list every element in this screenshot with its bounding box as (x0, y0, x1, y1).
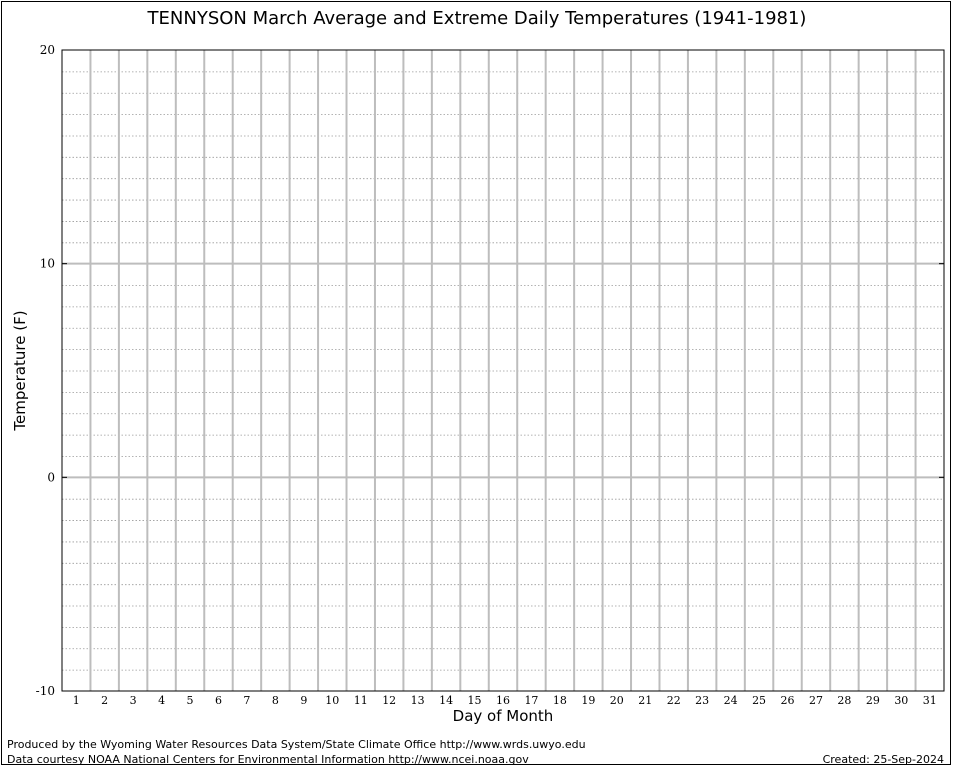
y-axis-label: Temperature (F) (11, 310, 29, 431)
x-tick-label: 27 (809, 694, 823, 707)
x-tick-label: 25 (752, 694, 766, 707)
x-tick-label: 4 (158, 694, 165, 707)
x-tick-label: 9 (300, 694, 307, 707)
x-axis-label: Day of Month (453, 707, 554, 725)
x-tick-label: 1 (73, 694, 80, 707)
x-tick-label: 5 (187, 694, 194, 707)
x-tick-label: 23 (695, 694, 709, 707)
major-gridlines (62, 50, 944, 691)
y-tick-label: 10 (40, 257, 55, 271)
x-tick-label: 18 (553, 694, 567, 707)
x-tick-label: 11 (354, 694, 368, 707)
y-tick-label: 0 (47, 470, 55, 484)
x-tick-label: 14 (439, 694, 453, 707)
x-tick-label: 13 (411, 694, 425, 707)
x-tick-label: 31 (923, 694, 937, 707)
x-tick-label: 8 (272, 694, 279, 707)
x-tick-label: 30 (894, 694, 908, 707)
axis-ticks (62, 49, 944, 692)
x-tick-label: 29 (866, 694, 880, 707)
footer-data-courtesy: Data courtesy NOAA National Centers for … (7, 753, 529, 766)
plot-area (61, 49, 945, 692)
footer-created-date: Created: 25-Sep-2024 (822, 753, 944, 766)
x-tick-label: 3 (130, 694, 137, 707)
minor-gridlines (62, 71, 944, 671)
footer-produced-by: Produced by the Wyoming Water Resources … (7, 738, 586, 751)
x-tick-label: 6 (215, 694, 222, 707)
x-tick-label: 17 (524, 694, 538, 707)
x-tick-label: 2 (101, 694, 108, 707)
y-tick-label: -10 (36, 684, 55, 698)
x-tick-label: 12 (382, 694, 396, 707)
x-tick-label: 20 (610, 694, 624, 707)
x-tick-label: 10 (325, 694, 339, 707)
x-tick-label: 15 (468, 694, 482, 707)
x-tick-label: 19 (581, 694, 595, 707)
x-tick-label: 16 (496, 694, 510, 707)
x-tick-label: 7 (243, 694, 250, 707)
y-tick-label: 20 (40, 43, 55, 57)
x-tick-label: 26 (781, 694, 795, 707)
x-tick-labels: 1 2 3 4 5 6 7 8 9 10 11 12 13 14 15 16 17 18 19 20 21 22 23 24 2… (73, 694, 937, 707)
chart-title: TENNYSON March Average and Extreme Daily… (147, 8, 807, 29)
x-tick-label: 28 (837, 694, 851, 707)
x-tick-label: 24 (724, 694, 738, 707)
y-tick-labels: 20 10 0 -10 (36, 43, 55, 698)
x-tick-label: 22 (667, 694, 681, 707)
x-tick-label: 21 (638, 694, 652, 707)
